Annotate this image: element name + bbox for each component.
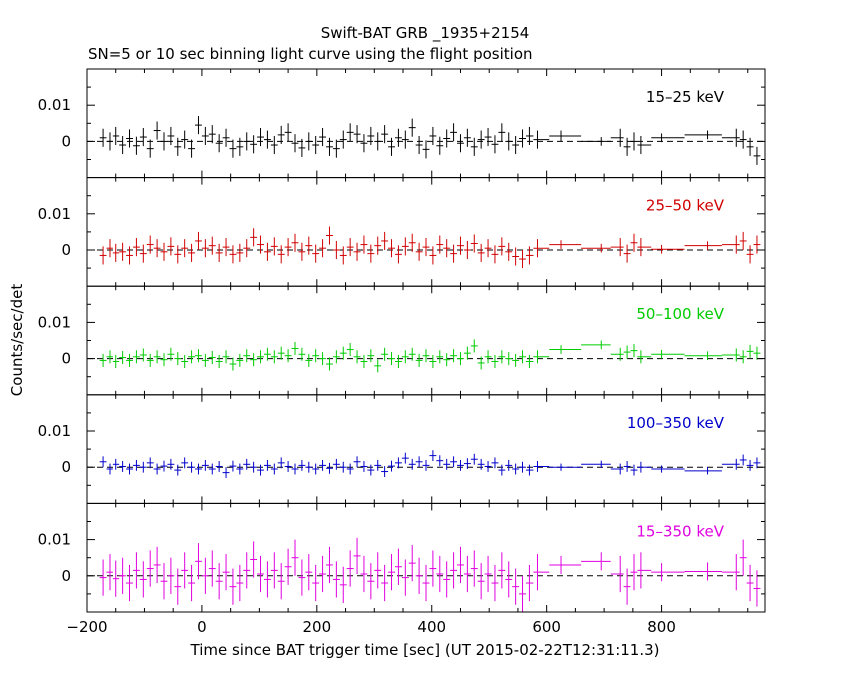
y-tick-label: 0 [61, 350, 71, 368]
panel-frame [86, 394, 766, 504]
panel-frame [86, 177, 766, 287]
y-tick-label: 0 [61, 567, 71, 585]
y-tick-label: 0.01 [38, 422, 71, 440]
x-tick-label: 0 [197, 618, 207, 636]
y-tick-label: 0.01 [38, 96, 71, 114]
x-tick-label: 200 [303, 618, 332, 636]
y-tick-label: 0.01 [38, 205, 71, 223]
y-tick-label: 0 [61, 458, 71, 476]
panel-band-label: 25–50 keV [646, 197, 725, 215]
panel-band-label: 15–25 keV [646, 88, 725, 106]
panel-3: 0 0.01 50–100 keV [38, 285, 766, 396]
panel-band-label: 50–100 keV [636, 305, 724, 323]
chart-title: Swift-BAT GRB _1935+2154 [321, 24, 530, 43]
panel-5: 0 0.01 15–350 keV [38, 502, 766, 613]
y-tick-label: 0.01 [38, 531, 71, 549]
y-tick-label: 0 [61, 241, 71, 259]
panel-4: 0 0.01 100–350 keV [38, 394, 766, 504]
y-tick-label: 0.01 [38, 313, 71, 331]
x-tick-label: −200 [66, 618, 107, 636]
x-tick-labels: −200 0 200 400 600 800 [66, 618, 675, 636]
panel-2: 0 0.01 25–50 keV [38, 177, 766, 287]
panels-group: 0 0.01 15–25 keV 0 0.01 25–50 keV 0 0.01 50–100 … [38, 68, 766, 613]
panel-frame [86, 285, 766, 396]
x-tick-label: 800 [647, 618, 676, 636]
panel-frame [86, 68, 766, 179]
x-tick-label: 400 [417, 618, 446, 636]
y-axis-label: Counts/sec/det [8, 284, 26, 397]
panel-band-label: 15–350 keV [636, 522, 724, 540]
x-axis-label: Time since BAT trigger time [sec] (UT 20… [190, 641, 660, 659]
y-tick-label: 0 [61, 132, 71, 150]
panel-1: 0 0.01 15–25 keV [38, 68, 766, 179]
x-tick-label: 600 [532, 618, 561, 636]
chart-subtitle: SN=5 or 10 sec binning light curve using… [88, 45, 533, 63]
panel-band-label: 100–350 keV [627, 414, 725, 432]
